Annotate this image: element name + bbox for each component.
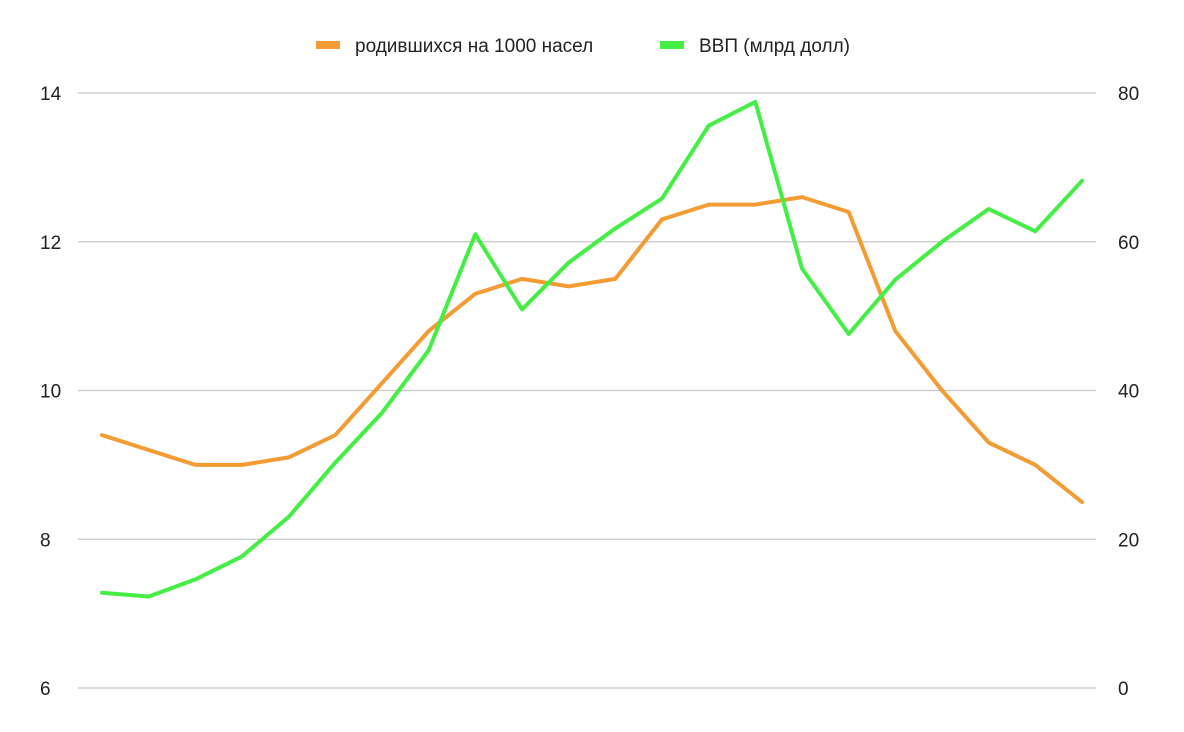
right-axis-tick-label: 80 [1118, 84, 1139, 105]
legend-label-2: ВВП (млрд долл) [699, 36, 850, 57]
left-axis-tick-label: 10 [40, 382, 61, 403]
legend-label-1: родившихся на 1000 насел [355, 36, 593, 57]
series-line-2 [100, 99, 1084, 599]
right-axis-tick-label: 20 [1118, 530, 1139, 551]
series-line-1 [100, 195, 1084, 505]
left-axis-tick-label: 12 [40, 233, 61, 254]
right-axis-tick-label: 0 [1118, 679, 1129, 700]
right-axis-tick-label: 60 [1118, 233, 1139, 254]
left-axis-tick-label: 14 [40, 84, 62, 105]
legend-swatch-1 [316, 41, 340, 49]
left-axis-tick-label: 6 [40, 679, 51, 700]
right-axis-tick-label: 40 [1118, 382, 1139, 403]
legend-swatch-2 [660, 41, 684, 49]
left-axis-tick-label: 8 [40, 530, 51, 551]
